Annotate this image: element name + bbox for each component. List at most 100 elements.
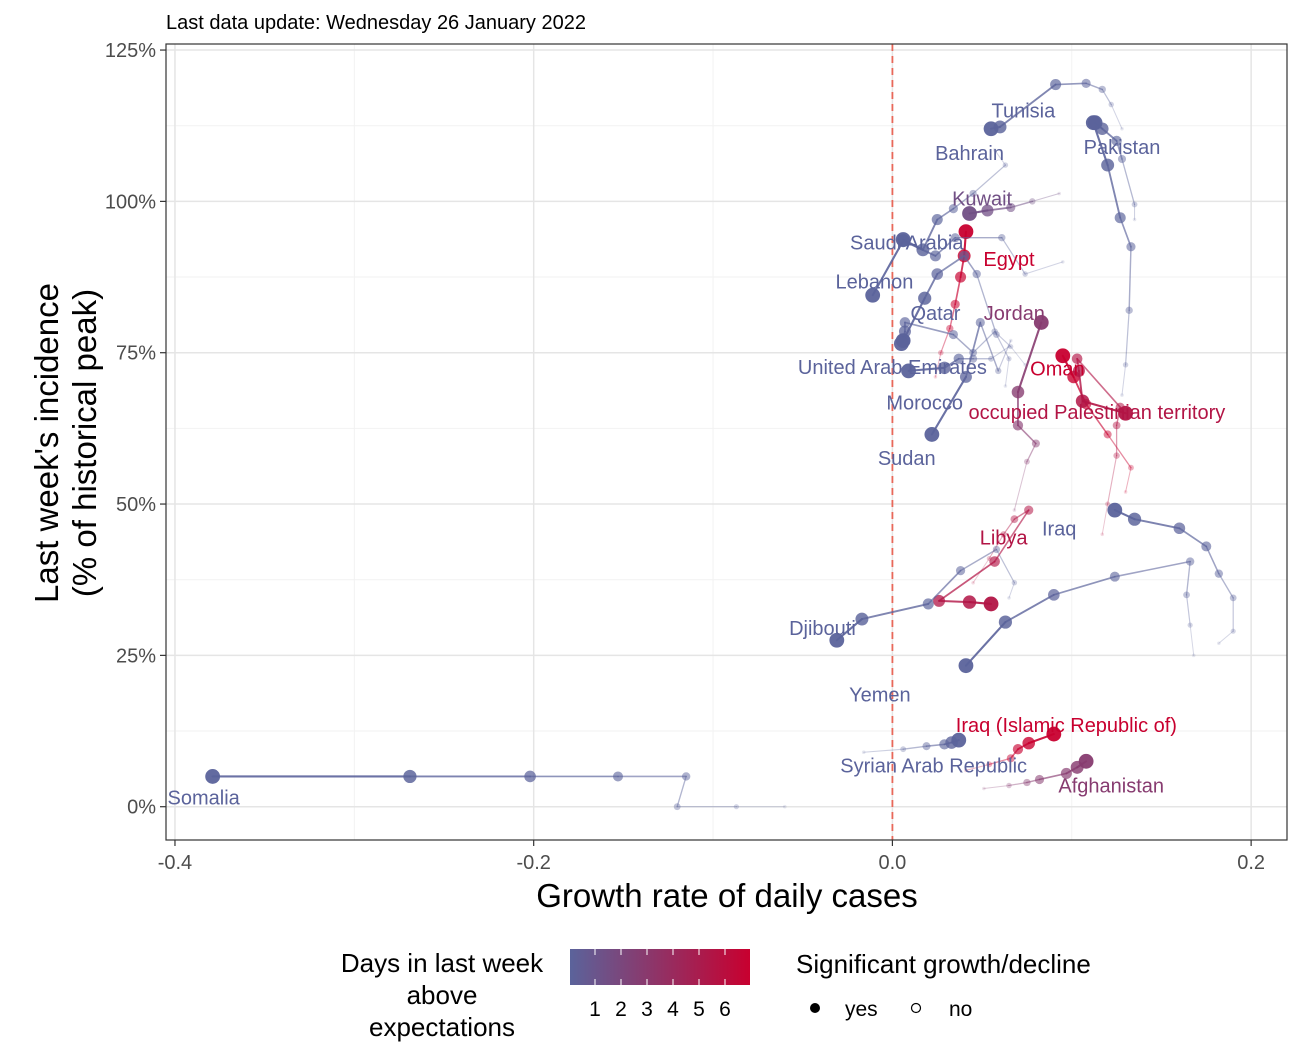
data-point (1024, 458, 1030, 465)
trail-segment (976, 273, 998, 336)
data-point (1120, 393, 1124, 397)
data-point (1060, 767, 1072, 779)
data-point (1011, 385, 1025, 399)
trail-segment (1106, 164, 1122, 219)
trail-segment (1001, 237, 1026, 275)
trail-segment (1004, 358, 1010, 387)
trail-segment (1008, 781, 1028, 787)
shape-legend-no-label: no (949, 998, 972, 1021)
data-point (1024, 505, 1034, 515)
data-point (948, 204, 958, 214)
trail-segment (904, 321, 955, 336)
data-point (1081, 78, 1091, 88)
data-point (1010, 515, 1019, 524)
trail-segment (995, 333, 1010, 360)
data-point (1012, 420, 1024, 431)
x-tick-label: -0.2 (516, 852, 550, 874)
trail-segment (1128, 246, 1132, 312)
country-label: Tunisia (991, 101, 1056, 123)
data-point (975, 317, 985, 328)
data-point (1229, 594, 1237, 602)
data-point (901, 363, 916, 379)
trail-segment (1121, 364, 1127, 396)
trail-segment (1185, 560, 1191, 596)
color-legend-tick-label: 2 (615, 998, 627, 1021)
trail-segment (972, 164, 1007, 195)
data-point (953, 353, 964, 364)
data-point (1185, 557, 1195, 566)
data-point (991, 328, 998, 335)
data-point (1101, 158, 1115, 172)
data-point (1108, 101, 1114, 108)
country-label: Afghanistan (1058, 776, 1164, 798)
data-point (958, 224, 974, 240)
color-legend-tick-label: 1 (589, 998, 601, 1021)
trail-segment (979, 321, 999, 372)
data-point (998, 234, 1006, 242)
data-point (403, 769, 417, 784)
color-legend-title-line3: expectations (369, 1012, 515, 1042)
y-tick-label: 25% (116, 645, 156, 667)
trail-segment (965, 763, 990, 771)
series-united-arab-emirates (893, 317, 1027, 367)
country-label: Oman (1030, 358, 1084, 380)
data-point (1033, 315, 1049, 330)
country-label: Egypt (983, 249, 1035, 271)
data-point (962, 206, 977, 221)
trail-segment (983, 785, 1010, 790)
series-libya (933, 505, 1034, 612)
shape-legend-yes-marker (810, 1003, 820, 1013)
data-point (1123, 490, 1128, 494)
y-tick-label: 50% (116, 494, 156, 516)
data-point (933, 375, 938, 379)
country-labels: Somalia Tunisia Pakistan Bahrain Kuwait Saudi… (168, 101, 1226, 810)
trail-segment (988, 533, 1005, 560)
trail-segment (1008, 582, 1015, 599)
trail-segment (1026, 442, 1037, 463)
data-point (986, 761, 993, 768)
data-point (1006, 782, 1012, 789)
series-somalia (205, 769, 787, 811)
data-point (1006, 356, 1012, 362)
data-point (612, 771, 623, 782)
data-point (1111, 135, 1122, 147)
data-point (955, 271, 967, 283)
chart-subtitle: Last data update: Wednesday 26 January 2… (166, 12, 586, 34)
data-point (1120, 126, 1124, 131)
series-occupied-palestinian-territory (1071, 353, 1133, 537)
trail-segment (972, 330, 996, 354)
data-point (922, 598, 934, 610)
data-point (1118, 405, 1133, 421)
data-point (782, 804, 787, 809)
trail-segment (1016, 321, 1043, 394)
data-point (1109, 571, 1120, 582)
color-legend-tick-label: 6 (719, 998, 731, 1021)
country-label: Saudi Arabia (850, 233, 964, 255)
y-tick-label: 75% (116, 343, 156, 365)
trail-segment (1185, 594, 1191, 626)
country-label: Yemen (849, 685, 911, 707)
country-label: Libya (980, 527, 1029, 549)
trail-segment (997, 340, 1012, 372)
trail-segment (995, 548, 1015, 584)
data-point (1201, 541, 1212, 552)
trail-segment (1013, 461, 1028, 511)
data-point (1057, 191, 1062, 196)
data-point (1002, 162, 1009, 168)
data-point (1050, 79, 1062, 91)
data-point (1173, 522, 1186, 535)
country-label: Lebanon (836, 271, 914, 293)
data-point (1029, 198, 1036, 205)
color-legend-tick-label: 4 (667, 998, 679, 1021)
trail-segment (1092, 121, 1109, 167)
data-point (1100, 532, 1105, 537)
data-point (955, 566, 966, 576)
shape-legend-yes-label: yes (845, 998, 878, 1021)
color-legend-bar (570, 949, 750, 985)
trail-segment (994, 149, 1006, 166)
trail-segment (1110, 104, 1123, 130)
data-point (1114, 212, 1126, 224)
data-point (1183, 591, 1190, 599)
trail-segment (994, 330, 1012, 348)
data-point (992, 148, 997, 152)
